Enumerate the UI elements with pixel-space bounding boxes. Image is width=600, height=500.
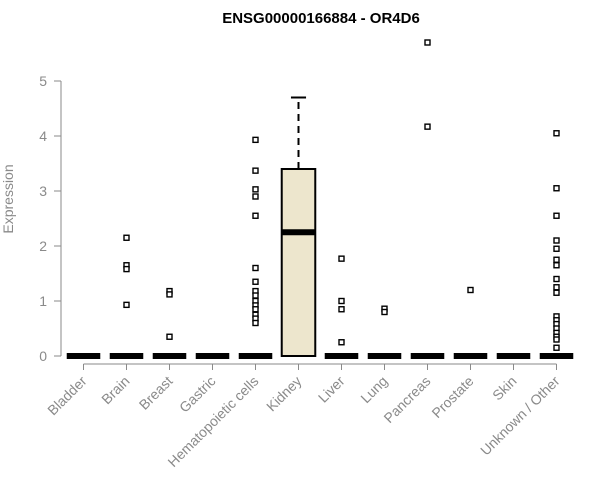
outlier-point — [338, 255, 345, 262]
x-tick-label: Kidney — [263, 373, 305, 415]
outlier-point — [424, 123, 431, 130]
outlier-point — [553, 185, 560, 192]
y-tick-label: 4 — [39, 128, 47, 144]
box-group — [453, 286, 488, 359]
outlier-point — [252, 167, 259, 174]
outlier-point — [553, 130, 560, 137]
outlier-point — [424, 39, 431, 46]
x-tick-label: Pancreas — [380, 373, 433, 426]
outlier-point — [553, 256, 560, 263]
box-group — [539, 130, 574, 359]
x-tick-label: Brain — [98, 373, 132, 407]
outlier-point — [252, 264, 259, 272]
x-tick-label: Skin — [489, 373, 520, 404]
outlier-point — [338, 306, 345, 313]
y-axis-label: Expression — [0, 164, 16, 233]
outlier-point — [252, 193, 259, 200]
outlier-point — [252, 278, 259, 285]
x-tick-label: Liver — [315, 373, 348, 406]
outlier-point — [553, 289, 560, 296]
outlier-point — [553, 336, 560, 343]
x-tick-label: Bladder — [44, 373, 90, 419]
outlier-point — [252, 186, 259, 193]
outlier-point — [166, 291, 173, 298]
plot-area — [66, 39, 574, 359]
outlier-point — [553, 237, 560, 244]
x-tick-label: Prostate — [428, 373, 476, 421]
box-group — [324, 255, 359, 359]
x-tick-label: Lung — [357, 373, 390, 406]
chart-title: ENSG00000166884 - OR4D6 — [222, 10, 420, 27]
outlier-point — [252, 292, 259, 299]
x-tick-label: Gastric — [176, 373, 219, 416]
outlier-point — [553, 212, 560, 219]
x-tick-label: Unknown / Other — [477, 373, 563, 459]
outlier-point — [553, 245, 560, 252]
y-axis: 0 1 2 3 4 5 — [39, 73, 62, 364]
outlier-point — [553, 262, 560, 269]
outlier-point — [252, 212, 259, 219]
box-group — [152, 287, 187, 359]
y-tick-label: 0 — [39, 348, 47, 364]
box-group — [367, 305, 402, 359]
outlier-point — [166, 333, 173, 340]
outlier-point — [252, 306, 259, 313]
outlier-point — [338, 339, 345, 346]
box-group — [410, 39, 445, 359]
y-tick-label: 1 — [39, 293, 47, 309]
outlier-point — [381, 308, 388, 316]
box — [280, 168, 317, 357]
outlier-point — [123, 301, 130, 309]
outlier-point — [123, 234, 130, 241]
outlier-point — [553, 275, 560, 283]
box-group — [280, 96, 317, 357]
outlier-point — [252, 319, 259, 327]
outlier-point — [553, 344, 560, 351]
box-group — [238, 136, 273, 359]
y-tick-label: 2 — [39, 238, 47, 254]
outlier-point — [252, 136, 259, 144]
box-group — [109, 234, 144, 359]
outlier-point — [553, 284, 560, 291]
outlier-point — [338, 297, 345, 305]
y-tick-label: 5 — [39, 73, 47, 89]
x-tick-label: Breast — [136, 373, 176, 413]
y-tick-label: 3 — [39, 183, 47, 199]
outlier-point — [467, 286, 474, 294]
outlier-point — [123, 265, 130, 273]
